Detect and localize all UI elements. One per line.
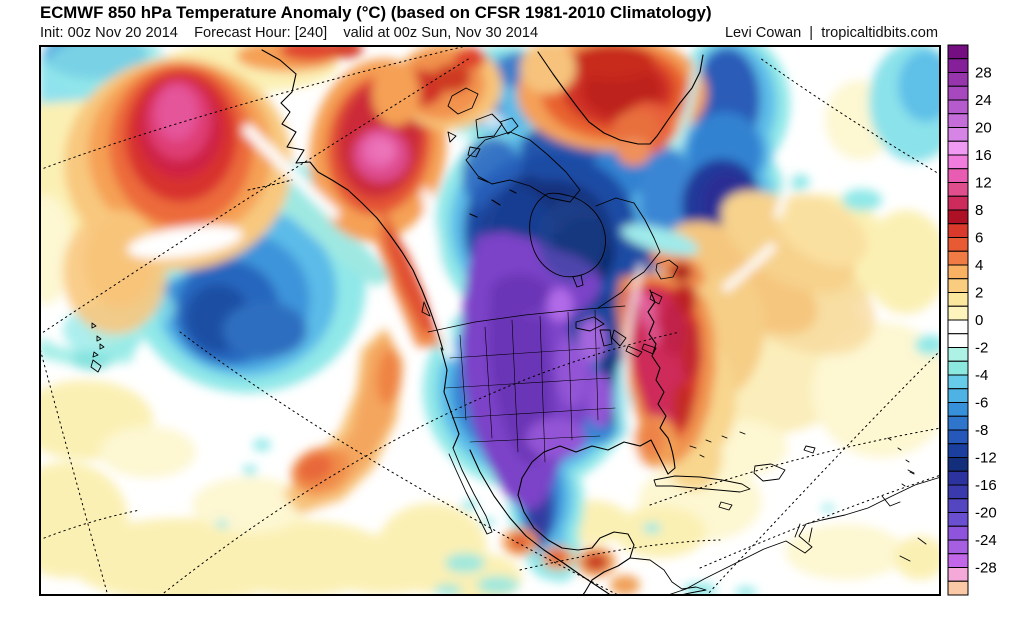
- svg-text:28: 28: [975, 65, 992, 82]
- svg-text:-12: -12: [975, 450, 997, 467]
- svg-text:24: 24: [975, 92, 992, 109]
- svg-text:-8: -8: [975, 422, 988, 439]
- svg-text:-4: -4: [975, 367, 988, 384]
- svg-text:12: 12: [975, 175, 992, 192]
- svg-text:8: 8: [975, 202, 983, 219]
- svg-text:-6: -6: [975, 395, 988, 412]
- svg-text:0: 0: [975, 312, 983, 329]
- svg-text:-20: -20: [975, 505, 997, 522]
- svg-text:-24: -24: [975, 532, 997, 549]
- svg-text:4: 4: [975, 257, 983, 274]
- svg-text:16: 16: [975, 147, 992, 164]
- svg-text:20: 20: [975, 120, 992, 137]
- svg-text:-16: -16: [975, 477, 997, 494]
- svg-text:-28: -28: [975, 560, 997, 577]
- svg-text:2: 2: [975, 285, 983, 302]
- svg-text:6: 6: [975, 230, 983, 247]
- svg-text:-2: -2: [975, 340, 988, 357]
